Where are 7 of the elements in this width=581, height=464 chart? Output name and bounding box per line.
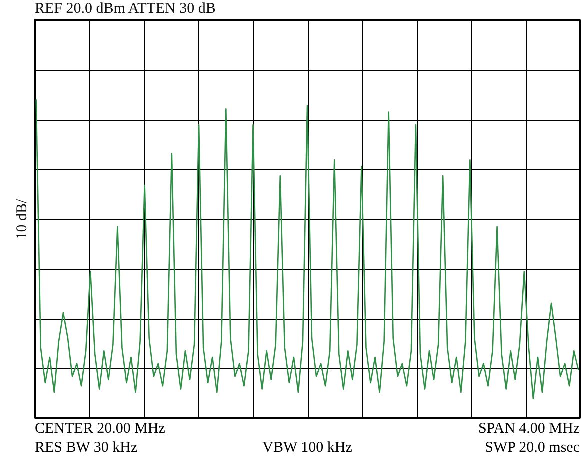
text: SWP 20.0 msec [485, 439, 580, 458]
text: RES BW 30 kHz [35, 439, 138, 458]
y-axis-title: 10 dB/ [14, 198, 30, 240]
text: CENTER 20.00 MHz [35, 420, 166, 439]
chart-title: REF 20.0 dBm ATTEN 30 dB [35, 1, 216, 17]
text: SPAN 4.00 MHz [478, 420, 580, 439]
text: VBW 100 kHz [262, 439, 352, 458]
